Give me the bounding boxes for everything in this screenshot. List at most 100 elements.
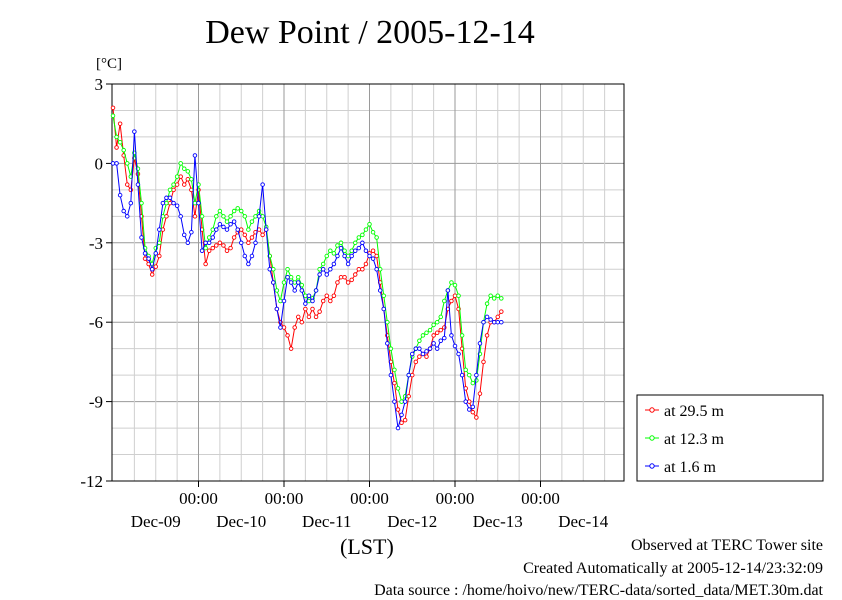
series-point-1 xyxy=(217,240,223,246)
series-point-3 xyxy=(285,274,290,280)
series-point-3 xyxy=(142,251,148,256)
series-point-1 xyxy=(281,325,287,330)
series-point-2 xyxy=(470,380,476,386)
y-tick-label: 0 xyxy=(95,154,104,173)
series-point-1 xyxy=(192,214,198,219)
series-point-3 xyxy=(331,261,337,267)
series-point-3 xyxy=(363,248,369,253)
series-point-1 xyxy=(374,253,379,259)
series-point-2 xyxy=(181,166,187,171)
series-point-3 xyxy=(206,240,212,246)
series-point-2 xyxy=(374,235,379,240)
series-point-1 xyxy=(434,330,440,336)
series-point-2 xyxy=(210,227,215,232)
series-point-3 xyxy=(274,306,280,312)
series-point-3 xyxy=(392,399,397,404)
series-point-3 xyxy=(174,203,180,208)
x-tick-label: 00:00 xyxy=(436,489,475,508)
series-point-2 xyxy=(363,227,369,232)
series-point-1 xyxy=(117,121,123,126)
series-point-2 xyxy=(206,235,212,240)
x-day-label: Dec-10 xyxy=(216,512,266,531)
series-point-2 xyxy=(452,282,458,288)
series-point-3 xyxy=(114,161,119,166)
series-point-3 xyxy=(452,343,458,349)
series-point-2 xyxy=(317,267,322,272)
series-point-3 xyxy=(149,267,155,272)
series-point-3 xyxy=(370,256,376,261)
series-point-1 xyxy=(224,248,230,253)
series-point-3 xyxy=(367,253,372,259)
series-point-3 xyxy=(192,153,198,158)
x-tick-label: 00:00 xyxy=(521,489,560,508)
series-point-1 xyxy=(392,380,397,386)
series-point-3 xyxy=(160,200,166,206)
x-tick-label: 00:00 xyxy=(350,489,389,508)
series-point-3 xyxy=(146,256,151,261)
series-point-3 xyxy=(139,235,144,240)
series-point-3 xyxy=(381,306,387,312)
series-point-3 xyxy=(320,267,326,272)
series-point-2 xyxy=(139,200,144,206)
series-line-2 xyxy=(112,115,502,403)
series-point-1 xyxy=(171,187,176,193)
series-point-2 xyxy=(331,251,337,256)
series-point-2 xyxy=(242,214,248,219)
series-point-1 xyxy=(114,145,119,150)
series-point-3 xyxy=(456,351,461,357)
series-point-1 xyxy=(495,314,501,320)
series-point-1 xyxy=(406,394,411,399)
series-point-3 xyxy=(310,298,315,304)
series-point-3 xyxy=(228,222,233,227)
series-point-3 xyxy=(335,253,340,259)
series-point-3 xyxy=(431,341,436,346)
series-point-3 xyxy=(253,240,258,246)
y-tick-label: -3 xyxy=(89,234,103,253)
series-point-1 xyxy=(481,359,486,365)
series-point-2 xyxy=(417,338,422,343)
x-tick-label: 00:00 xyxy=(179,489,218,508)
series-point-1 xyxy=(303,306,308,312)
series-point-2 xyxy=(167,187,173,193)
series-point-2 xyxy=(231,208,237,214)
series-point-3 xyxy=(157,227,162,232)
series-point-1 xyxy=(110,105,116,111)
series-point-2 xyxy=(303,293,308,298)
series-point-2 xyxy=(285,267,290,272)
legend-swatch-marker xyxy=(649,407,655,413)
x-day-label: Dec-12 xyxy=(387,512,437,531)
y-tick-label: 3 xyxy=(95,75,104,94)
series-point-2 xyxy=(203,245,208,251)
series-point-3 xyxy=(217,222,223,227)
series-point-1 xyxy=(313,314,319,320)
x-day-label: Dec-09 xyxy=(131,512,181,531)
series-point-2 xyxy=(431,322,436,328)
series-point-3 xyxy=(249,253,255,259)
series-point-2 xyxy=(110,113,116,119)
series-point-1 xyxy=(345,280,351,285)
series-point-3 xyxy=(210,235,215,240)
series-point-2 xyxy=(342,248,347,253)
series-point-2 xyxy=(392,367,397,373)
series-point-1 xyxy=(142,256,148,261)
series-point-1 xyxy=(124,182,130,187)
series-point-2 xyxy=(381,293,387,298)
series-point-2 xyxy=(449,280,454,285)
series-point-2 xyxy=(420,333,426,338)
series-point-2 xyxy=(335,243,340,248)
series-point-3 xyxy=(438,338,444,343)
series-point-3 xyxy=(491,319,497,325)
series-point-3 xyxy=(484,314,490,320)
series-point-2 xyxy=(288,274,294,280)
y-tick-label: -9 xyxy=(89,393,103,412)
series-point-2 xyxy=(224,219,230,224)
series-point-3 xyxy=(399,412,404,418)
series-point-2 xyxy=(427,327,433,333)
series-point-1 xyxy=(231,235,237,240)
series-point-1 xyxy=(413,359,419,365)
series-point-2 xyxy=(320,261,326,267)
series-point-2 xyxy=(434,319,440,325)
series-point-3 xyxy=(338,245,344,251)
series-point-2 xyxy=(367,222,372,227)
series-point-2 xyxy=(338,240,344,246)
